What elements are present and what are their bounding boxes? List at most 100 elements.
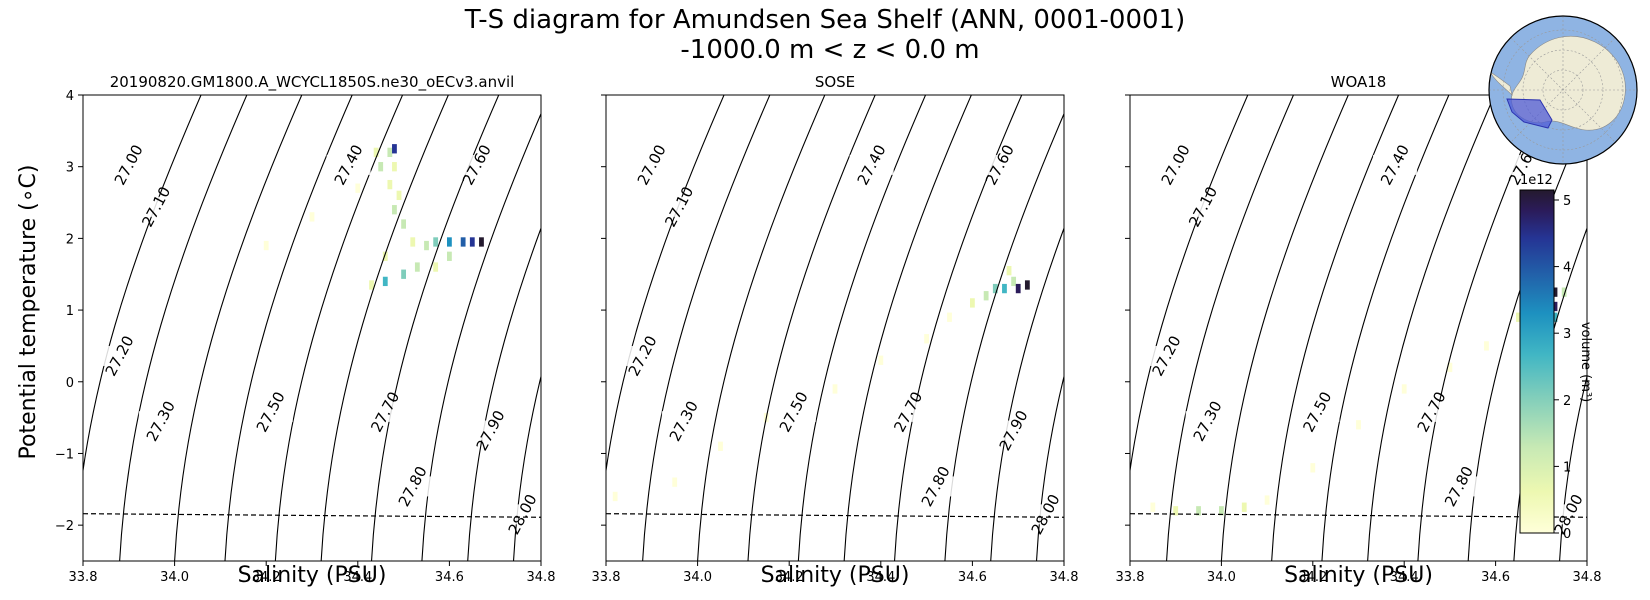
heatmap-bin bbox=[947, 312, 952, 322]
amundsen-region-highlight bbox=[1506, 98, 1553, 129]
density-contour bbox=[606, 95, 725, 475]
heatmap-bin bbox=[1002, 283, 1007, 294]
heatmap-bin bbox=[612, 491, 618, 502]
y-tick-label: −2 bbox=[55, 519, 74, 534]
density-contour bbox=[642, 95, 771, 561]
x-tick-label: 34.8 bbox=[1573, 570, 1602, 585]
heatmap-bin bbox=[396, 190, 402, 201]
heatmap-bin bbox=[401, 269, 407, 279]
density-contour bbox=[843, 95, 972, 561]
density-contour bbox=[990, 226, 1064, 561]
heatmap-bin bbox=[479, 237, 484, 247]
density-contour bbox=[797, 95, 927, 561]
freezing-line bbox=[605, 513, 1065, 518]
heatmap-bin bbox=[1150, 502, 1156, 512]
density-contour bbox=[1559, 374, 1587, 561]
heatmap-bin bbox=[924, 334, 930, 344]
density-contour bbox=[893, 95, 1023, 561]
density-contour bbox=[1035, 374, 1064, 561]
heatmap-bin bbox=[469, 237, 475, 247]
x-tick-label: 34.0 bbox=[683, 570, 712, 585]
heatmap-bin bbox=[433, 237, 439, 247]
heatmap-bin bbox=[1196, 506, 1201, 516]
density-contour bbox=[467, 226, 541, 561]
colorbar-tick-label: 2 bbox=[1563, 394, 1571, 409]
heatmap-bin bbox=[1173, 506, 1179, 516]
density-contour bbox=[1271, 95, 1400, 561]
freezing-line bbox=[82, 513, 542, 518]
heatmap-bin bbox=[392, 144, 397, 154]
x-tick-label: 34.4 bbox=[1390, 570, 1419, 585]
heatmap-bin bbox=[433, 262, 439, 272]
density-contour bbox=[421, 112, 541, 561]
x-tick-label: 33.8 bbox=[69, 570, 98, 585]
heatmap-bin bbox=[382, 251, 388, 261]
axes-frame bbox=[1129, 94, 1588, 562]
colorbar-tick-label: 1 bbox=[1563, 460, 1571, 475]
colorbar: 1e12 0 1 2 3 4 5 volume (m³) bbox=[1519, 173, 1593, 542]
heatmap-bin bbox=[446, 251, 452, 261]
x-axis-label: Salinity (PSU) bbox=[238, 563, 387, 588]
density-contour bbox=[564, 72, 701, 561]
heatmap-bin bbox=[1484, 341, 1489, 351]
x-tick-label: 34.2 bbox=[252, 570, 281, 585]
density-contour bbox=[1166, 95, 1295, 561]
y-axis-label: Potential temperature (∘C) bbox=[16, 165, 41, 460]
heatmap-bin bbox=[355, 183, 361, 193]
heatmap-bin bbox=[1024, 280, 1030, 290]
x-tick-label: 34.6 bbox=[1481, 570, 1510, 585]
density-contour bbox=[512, 374, 541, 561]
heatmap-bins bbox=[1150, 265, 1567, 516]
density-contour bbox=[697, 95, 826, 561]
density-contour bbox=[1321, 95, 1450, 561]
panel-title: SOSE bbox=[815, 73, 855, 91]
x-tick-label: 33.8 bbox=[1116, 570, 1145, 585]
heatmap-bin bbox=[1264, 495, 1270, 505]
density-contour bbox=[274, 95, 404, 561]
density-contour bbox=[944, 112, 1064, 561]
panels: 27.0027.1027.2027.3027.4027.5027.6027.70… bbox=[55, 72, 1602, 588]
colorbar-ticks: 0 1 2 3 4 5 bbox=[1554, 194, 1571, 542]
density-contour bbox=[320, 95, 449, 561]
colorbar-tick-label: 0 bbox=[1563, 527, 1571, 542]
heatmap-bin bbox=[387, 147, 393, 158]
heatmap-bin bbox=[382, 276, 388, 287]
density-contour bbox=[1367, 95, 1496, 561]
heatmap-bin bbox=[1552, 287, 1558, 297]
heatmap-bin bbox=[1241, 502, 1247, 512]
x-tick-label: 33.8 bbox=[592, 570, 621, 585]
density-contour bbox=[224, 95, 353, 561]
x-tick-label: 34.0 bbox=[160, 570, 189, 585]
colorbar-gradient bbox=[1519, 189, 1555, 534]
heatmap-bin bbox=[446, 237, 452, 247]
x-axis-label: Salinity (PSU) bbox=[761, 563, 910, 588]
heatmap-bin bbox=[414, 262, 420, 272]
heatmap-bin bbox=[1552, 312, 1558, 322]
colorbar-tick-label: 5 bbox=[1563, 194, 1571, 209]
colorbar-tick-label: 3 bbox=[1563, 327, 1571, 342]
colorbar-tick-label: 4 bbox=[1563, 261, 1571, 276]
heatmap-bin bbox=[992, 283, 998, 294]
y-tick-label: 2 bbox=[66, 232, 74, 247]
heatmap-bin bbox=[263, 240, 269, 251]
heatmap-bin bbox=[983, 291, 989, 301]
panel-1: 27.0027.1027.2027.3027.4027.5027.6027.70… bbox=[55, 72, 701, 588]
x-tick-label: 34.0 bbox=[1207, 570, 1236, 585]
heatmap-bin bbox=[1015, 283, 1021, 294]
density-contour bbox=[370, 95, 500, 561]
y-tick-label: 4 bbox=[66, 89, 74, 104]
y-tick-label: 1 bbox=[66, 304, 74, 319]
axes-frame bbox=[605, 94, 1065, 562]
heatmap-bin bbox=[672, 477, 678, 487]
density-contours bbox=[83, 72, 701, 561]
density-contour bbox=[83, 95, 202, 475]
x-tick-label: 34.4 bbox=[343, 570, 372, 585]
density-contour bbox=[1087, 72, 1224, 561]
x-tick-label: 34.2 bbox=[1298, 570, 1327, 585]
heatmap-bin bbox=[832, 384, 838, 394]
figure-title-line2: -1000.0 m < z < 0.0 m bbox=[680, 35, 979, 65]
heatmap-bin bbox=[410, 237, 416, 247]
x-tick-label: 34.6 bbox=[958, 570, 987, 585]
heatmap-bin bbox=[878, 355, 884, 365]
